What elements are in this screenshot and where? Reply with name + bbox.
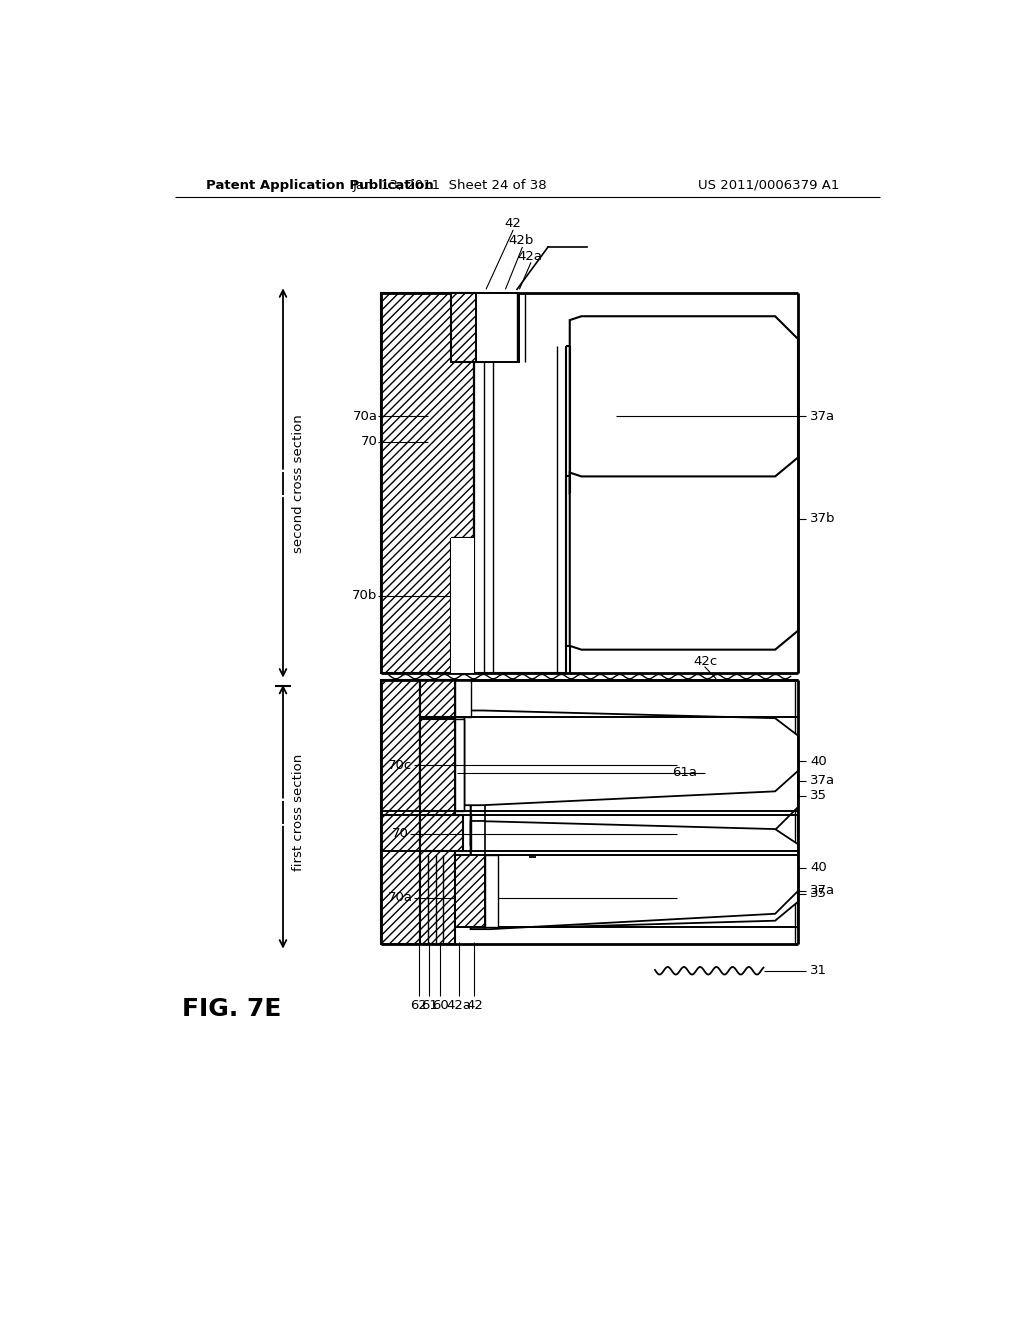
- Text: 42a: 42a: [446, 999, 471, 1012]
- Text: 70a: 70a: [352, 409, 378, 422]
- Text: Patent Application Publication: Patent Application Publication: [206, 178, 433, 191]
- Bar: [455, 855, 484, 927]
- Text: 42: 42: [466, 999, 483, 1012]
- Polygon shape: [569, 317, 799, 494]
- Bar: [381, 681, 420, 944]
- Text: 60: 60: [432, 999, 449, 1012]
- Bar: [420, 681, 799, 944]
- Text: 42a: 42a: [518, 249, 543, 263]
- Text: 62: 62: [411, 999, 427, 1012]
- Bar: [455, 681, 471, 718]
- Text: 37a: 37a: [810, 884, 836, 898]
- Bar: [474, 346, 566, 673]
- Text: 37b: 37b: [810, 512, 836, 525]
- Polygon shape: [471, 738, 799, 845]
- Polygon shape: [464, 710, 799, 805]
- Text: 70c: 70c: [388, 759, 413, 772]
- Text: 35: 35: [810, 789, 827, 803]
- Text: 37a: 37a: [810, 409, 836, 422]
- Text: Jan. 13, 2011  Sheet 24 of 38: Jan. 13, 2011 Sheet 24 of 38: [352, 178, 547, 191]
- Text: 70: 70: [360, 436, 378, 449]
- Bar: [420, 681, 455, 718]
- Polygon shape: [569, 457, 799, 649]
- Polygon shape: [499, 857, 529, 927]
- Bar: [452, 539, 474, 673]
- Text: 70a: 70a: [387, 891, 413, 904]
- Text: 70: 70: [391, 828, 409, 841]
- Polygon shape: [471, 821, 484, 929]
- Text: 35: 35: [810, 887, 827, 900]
- Bar: [420, 681, 455, 944]
- Text: 42c: 42c: [693, 655, 717, 668]
- Text: 61a: 61a: [672, 767, 697, 779]
- Bar: [420, 816, 463, 851]
- Text: 40: 40: [810, 861, 826, 874]
- Text: US 2011/0006379 A1: US 2011/0006379 A1: [697, 178, 839, 191]
- Text: 70b: 70b: [352, 589, 378, 602]
- Polygon shape: [471, 821, 799, 929]
- Text: first cross section: first cross section: [292, 754, 305, 871]
- Text: 40: 40: [810, 755, 826, 768]
- Bar: [476, 293, 518, 363]
- Bar: [484, 855, 499, 927]
- Bar: [381, 293, 474, 673]
- Text: 42: 42: [505, 218, 521, 231]
- Bar: [452, 293, 489, 363]
- Text: 31: 31: [810, 964, 827, 977]
- Text: 42b: 42b: [508, 234, 534, 247]
- Text: 61: 61: [421, 999, 438, 1012]
- Polygon shape: [471, 738, 484, 845]
- Text: second cross section: second cross section: [292, 414, 305, 553]
- Bar: [420, 719, 455, 812]
- Bar: [455, 719, 464, 812]
- Text: 37a: 37a: [810, 774, 836, 787]
- Text: FIG. 7E: FIG. 7E: [182, 997, 282, 1022]
- Polygon shape: [536, 857, 799, 927]
